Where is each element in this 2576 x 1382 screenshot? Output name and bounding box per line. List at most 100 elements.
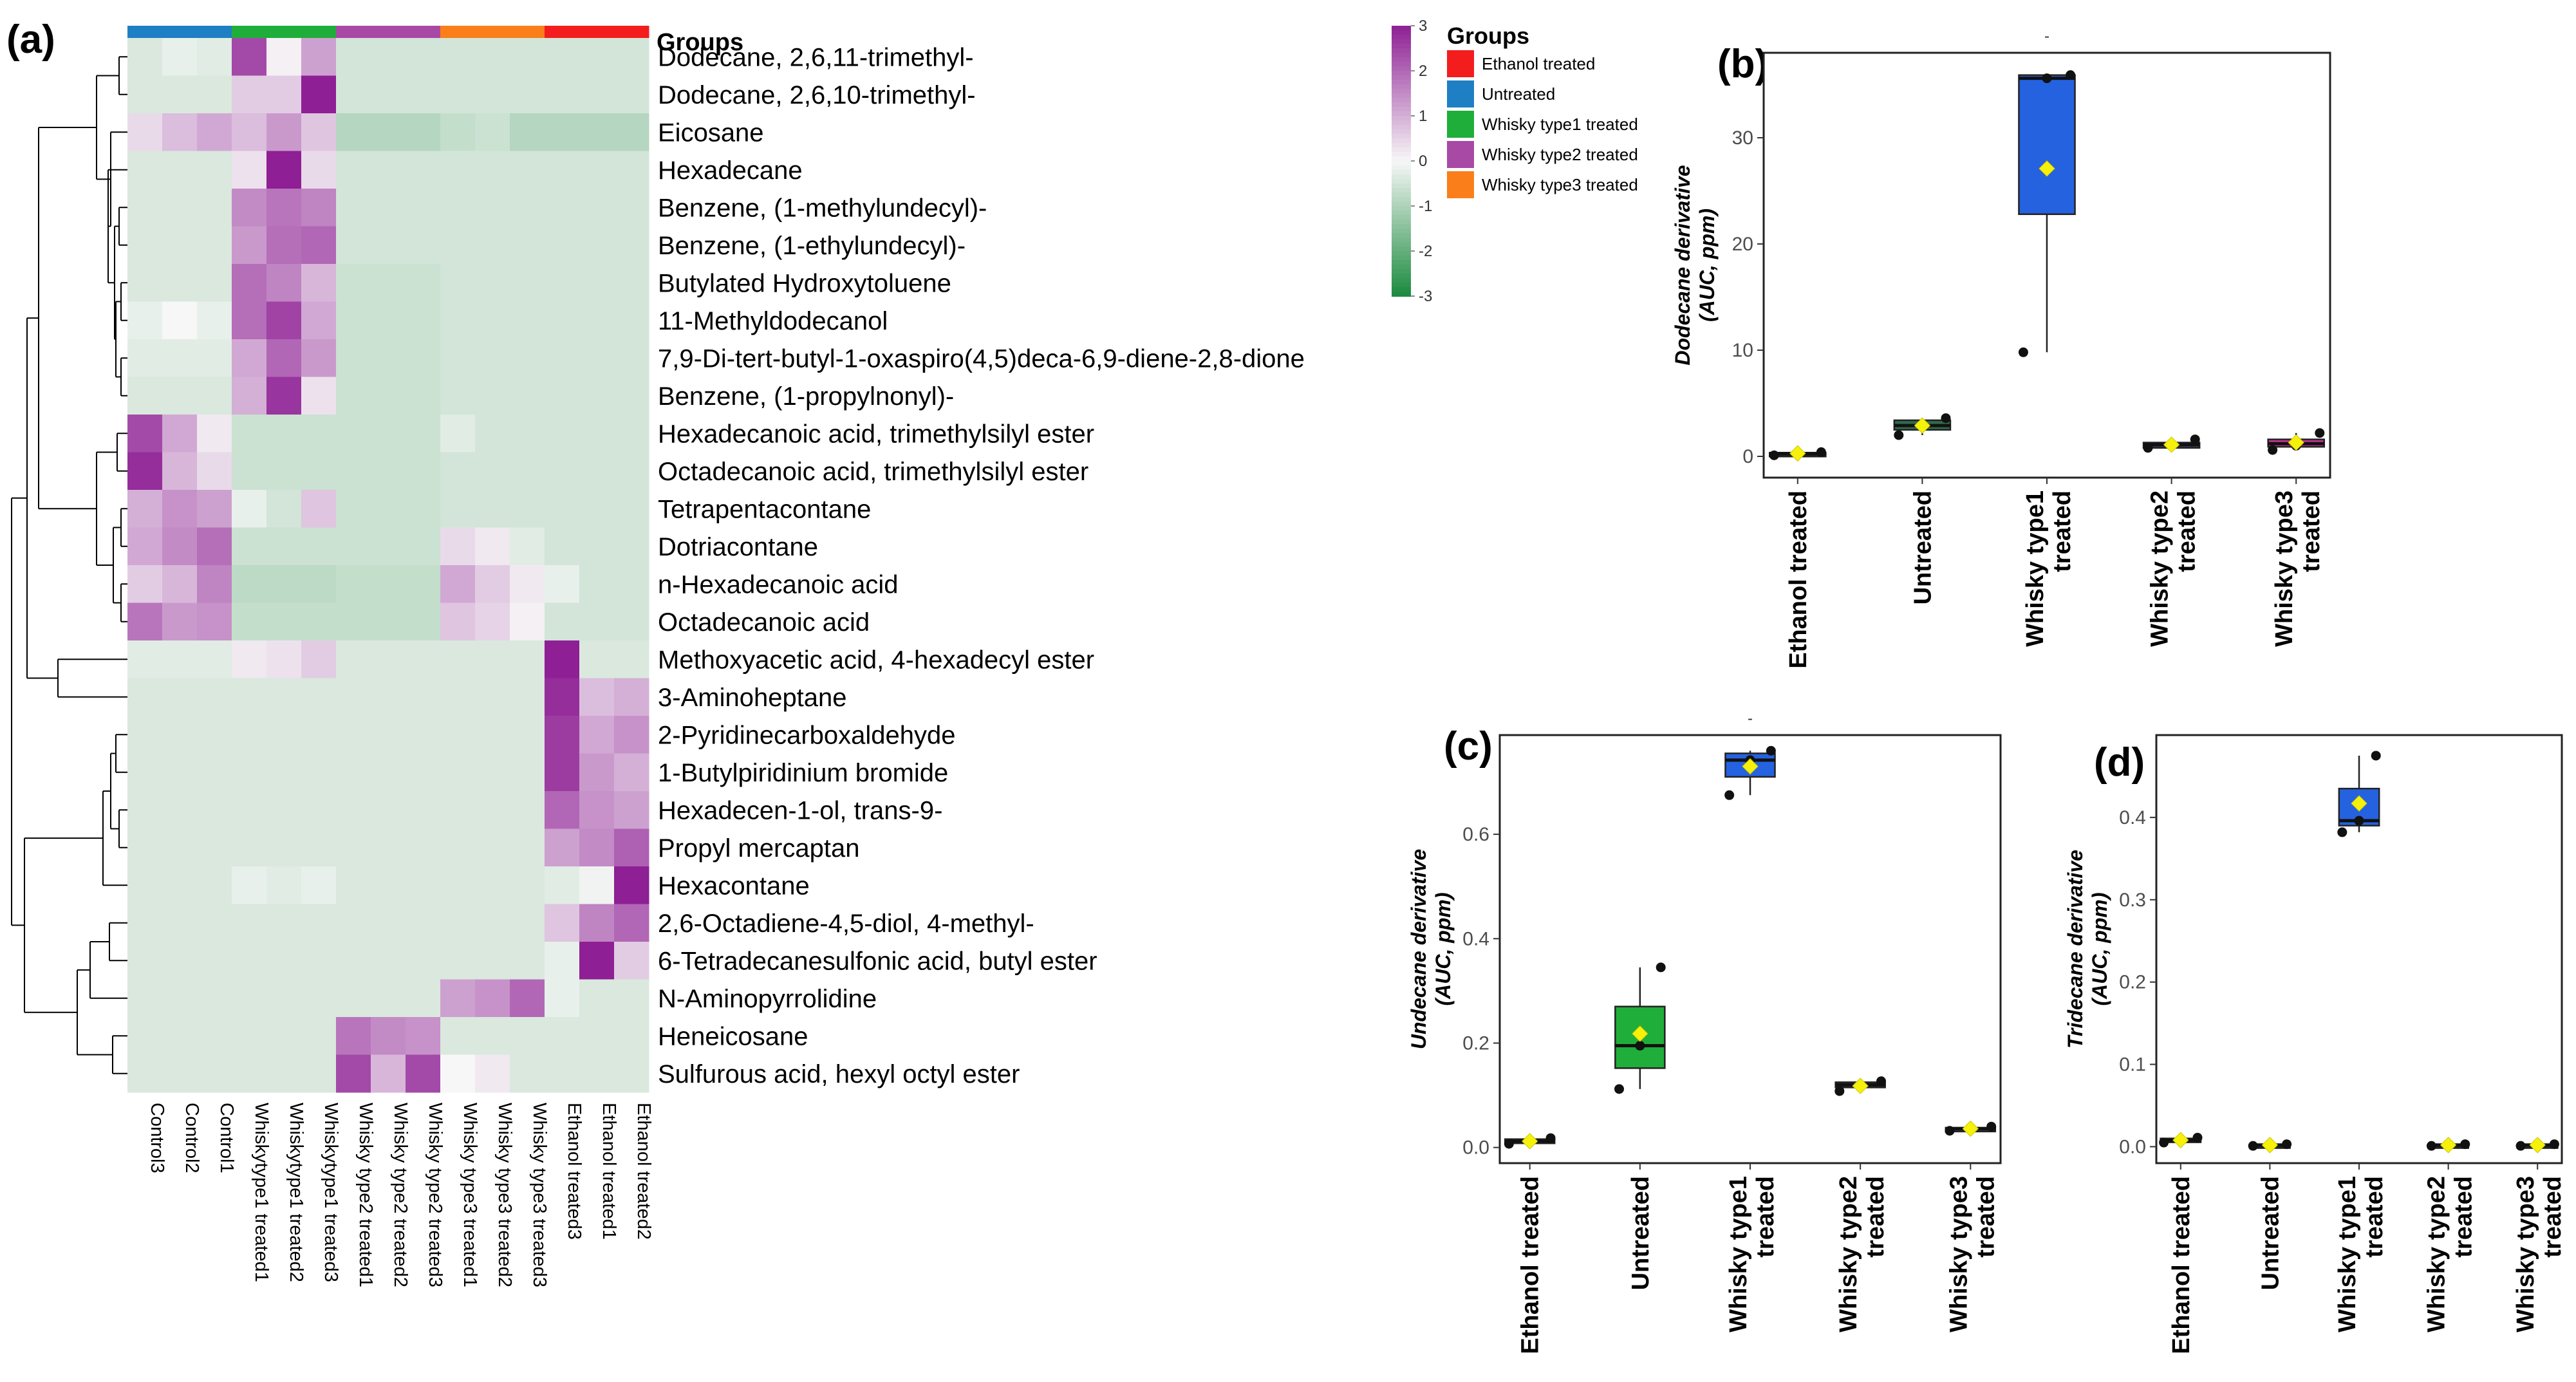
heatmap-cell	[127, 189, 163, 227]
color-scale-segment	[1392, 210, 1411, 216]
data-point	[1656, 962, 1666, 973]
heatmap-cell	[406, 339, 441, 377]
data-point	[2460, 1139, 2470, 1150]
x-category-label: Whisky type3treated	[1945, 1176, 1999, 1332]
heatmap-cell	[336, 452, 371, 490]
plot-frame	[1498, 734, 2002, 1164]
heatmap-cell	[406, 301, 441, 340]
heatmap-cell	[127, 1054, 163, 1093]
heatmap-cell	[371, 565, 406, 603]
heatmap-row-label: 7,9-Di-tert-butyl-1-oxaspiro(4,5)deca-6,…	[658, 344, 1305, 373]
heatmap-cell	[127, 828, 163, 867]
heatmap-cell	[545, 602, 580, 641]
heatmap-cell	[127, 151, 163, 189]
heatmap-cell	[232, 339, 267, 377]
heatmap-cell	[336, 264, 371, 302]
heatmap-cell	[579, 602, 615, 641]
heatmap-cell	[406, 264, 441, 302]
heatmap-cell	[197, 226, 232, 265]
heatmap-cell	[440, 1054, 476, 1093]
heatmap-cell	[162, 339, 198, 377]
heatmap-cell	[371, 904, 406, 942]
heatmap-cell	[232, 1054, 267, 1093]
heatmap-cell	[545, 527, 580, 566]
heatmap-cell	[336, 113, 371, 151]
heatmap-cell	[162, 490, 198, 528]
heatmap-cell	[301, 640, 337, 678]
heatmap-cell	[232, 75, 267, 114]
heatmap-cell	[510, 452, 545, 490]
heatmap-cell	[336, 339, 371, 377]
heatmap-cell	[197, 1054, 232, 1093]
heatmap-cell	[336, 979, 371, 1018]
heatmap-column-label: Whisky type2 treated1	[355, 1103, 376, 1287]
data-point	[2143, 443, 2153, 453]
heatmap-column-label: Whisky type2 treated3	[425, 1103, 445, 1287]
heatmap-cell	[197, 828, 232, 867]
heatmap-cell	[266, 226, 302, 265]
mean-marker	[1632, 1025, 1648, 1042]
heatmap-column-label: Whisky type2 treated2	[390, 1103, 411, 1287]
heatmap-cell	[197, 640, 232, 678]
heatmap-cell	[545, 301, 580, 340]
heatmap-cell	[266, 452, 302, 490]
heatmap-cell	[545, 565, 580, 603]
heatmap-cell	[614, 979, 649, 1018]
heatmap-column-label: Whiskytype1 treated1	[251, 1103, 272, 1282]
heatmap-cell	[266, 942, 302, 980]
heatmap-cell	[162, 602, 198, 641]
mean-marker	[2163, 436, 2180, 453]
heatmap-cell	[545, 1017, 580, 1055]
color-scale-segment	[1392, 165, 1411, 171]
heatmap-cell	[510, 640, 545, 678]
heatmap-row-label: Octadecanoic acid, trimethylsilyl ester	[658, 458, 1088, 486]
group-annotation-cell	[162, 26, 198, 39]
heatmap-cell	[440, 226, 476, 265]
heatmap-row-label: 6-Tetradecanesulfonic acid, butyl ester	[658, 947, 1097, 975]
heatmap-cell	[162, 452, 198, 490]
heatmap-cell	[301, 226, 337, 265]
heatmap-cell	[301, 301, 337, 340]
heatmap-cell	[614, 75, 649, 114]
data-point	[1504, 1139, 1514, 1149]
heatmap-cell	[266, 904, 302, 942]
heatmap-cell	[614, 226, 649, 265]
heatmap-row-label: Tetrapentacontane	[658, 495, 871, 523]
heatmap-cell	[475, 942, 510, 980]
heatmap-cell	[545, 189, 580, 227]
heatmap-cell	[579, 38, 615, 76]
boxplot-panel-b: - 0 10 20 30 Dodecane derivative(AUC, ppm) Eth…	[1671, 28, 2331, 669]
heatmap-cell	[475, 301, 510, 340]
mean-marker	[2288, 434, 2304, 451]
heatmap-cell	[545, 415, 580, 453]
heatmap-cell	[545, 753, 580, 792]
heatmap-cell	[162, 38, 198, 76]
box-body	[2018, 74, 2076, 216]
color-scale-segment	[1392, 192, 1411, 198]
heatmap-cell	[301, 113, 337, 151]
heatmap-row-label: Methoxyacetic acid, 4-hexadecyl ester	[658, 646, 1094, 674]
y-tick-label: 0	[1742, 446, 1753, 467]
mean-marker	[1789, 445, 1806, 462]
heatmap-column-label: Control3	[147, 1103, 167, 1173]
heatmap-cell	[371, 377, 406, 415]
heatmap-cell	[266, 151, 302, 189]
heatmap-cell	[232, 490, 267, 528]
heatmap-cell	[579, 1017, 615, 1055]
heatmap-cell	[336, 377, 371, 415]
heatmap-cell	[266, 828, 302, 867]
heatmap-cell	[162, 1017, 198, 1055]
heatmap-cell	[475, 339, 510, 377]
color-scale-segment	[1392, 183, 1411, 189]
plot-title: -	[1748, 710, 1753, 727]
heatmap-cell	[197, 791, 232, 829]
heatmap-cell	[266, 565, 302, 603]
color-scale-tick-label: 1	[1419, 107, 1427, 125]
heatmap-cell	[440, 113, 476, 151]
heatmap-cell	[579, 753, 615, 792]
heatmap-cell	[440, 942, 476, 980]
heatmap-cell	[127, 226, 163, 265]
heatmap-cell	[301, 189, 337, 227]
color-scale-segment	[1392, 170, 1411, 175]
heatmap-cell	[475, 189, 510, 227]
